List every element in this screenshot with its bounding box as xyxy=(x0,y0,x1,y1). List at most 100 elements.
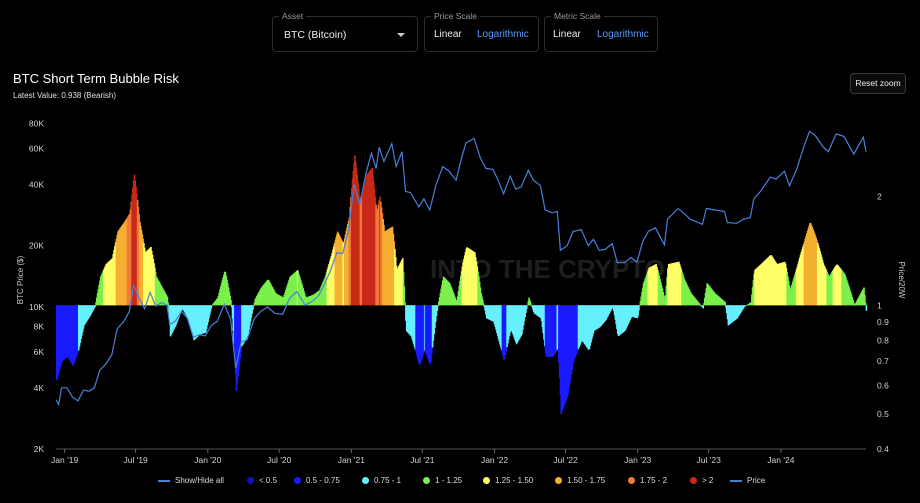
risk-bar xyxy=(166,296,169,306)
y2-axis-title: Price/20W xyxy=(897,262,906,299)
legend-label: 0.5 - 0.75 xyxy=(306,476,340,485)
metric-scale-logarithmic-button[interactable]: Logarithmic xyxy=(597,29,649,40)
line-swatch-icon xyxy=(158,479,170,482)
legend-show-hide-all[interactable]: Show/Hide all xyxy=(158,476,224,485)
y-tick-label: 20K xyxy=(29,241,44,251)
legend-label: 0.75 - 1 xyxy=(374,476,402,485)
x-tick-label: Jan '24 xyxy=(767,455,794,465)
risk-bar xyxy=(530,304,533,306)
x-tick-label: Jan '23 xyxy=(624,455,651,465)
risk-bar xyxy=(853,302,855,306)
risk-bar xyxy=(699,304,701,306)
risk-bar xyxy=(864,302,867,306)
legend-item[interactable]: 1.50 - 1.75 xyxy=(555,476,605,485)
bubble-risk-chart[interactable]: INTO THE CRYPTO 2K4K6K8K10K20K40K60K80K0… xyxy=(0,0,920,475)
metric-scale-label: Metric Scale xyxy=(551,11,604,21)
y-tick-label: 80K xyxy=(29,118,44,128)
legend-item[interactable]: 1.75 - 2 xyxy=(628,476,667,485)
price-scale-logarithmic-button[interactable]: Logarithmic xyxy=(477,29,529,40)
risk-bar xyxy=(230,299,232,306)
y-tick-label: 40K xyxy=(29,180,44,190)
price-series xyxy=(55,130,867,407)
risk-bar xyxy=(210,305,213,309)
legend-item[interactable]: 0.5 - 0.75 xyxy=(294,476,340,485)
risk-bar xyxy=(526,305,529,306)
dot-swatch-icon xyxy=(690,477,697,484)
risk-bar xyxy=(724,302,726,306)
price-scale-label: Price Scale xyxy=(431,11,480,21)
legend-label: 1 - 1.25 xyxy=(435,476,463,485)
risk-bar xyxy=(638,305,641,306)
reset-zoom-button[interactable]: Reset zoom xyxy=(850,73,906,94)
price-scale-linear-button[interactable]: Linear xyxy=(434,29,462,40)
y2-tick-label: 0.9 xyxy=(877,317,889,327)
risk-bar xyxy=(525,305,527,313)
asset-label: Asset xyxy=(279,11,307,21)
legend-label: 1.25 - 1.50 xyxy=(495,476,534,485)
dot-swatch-icon xyxy=(555,477,562,484)
legend-item[interactable]: 1 - 1.25 xyxy=(423,476,462,485)
y-tick-label: 8K xyxy=(34,322,45,332)
x-tick-label: Jul '20 xyxy=(267,455,292,465)
risk-bar xyxy=(211,305,213,306)
y2-tick-label: 0.7 xyxy=(877,356,889,366)
legend: Show/Hide all < 0.5 0.5 - 0.75 0.75 - 1 1 - … xyxy=(0,476,920,490)
risk-bar xyxy=(745,305,748,306)
risk-bar xyxy=(482,303,485,306)
x-tick-label: Jan '22 xyxy=(481,455,508,465)
chevron-down-icon xyxy=(397,33,405,37)
dot-swatch-icon xyxy=(628,477,635,484)
risk-bar xyxy=(167,302,169,306)
y-axis-title: BTC Price ($) xyxy=(16,255,25,304)
y2-tick-label: 0.4 xyxy=(877,444,889,454)
y-tick-label: 10K xyxy=(29,302,44,312)
asset-select[interactable]: Asset BTC (Bitcoin) xyxy=(272,11,418,52)
y2-tick-label: 0.5 xyxy=(877,409,889,419)
risk-bar xyxy=(864,294,866,306)
x-tick-label: Jan '21 xyxy=(338,455,365,465)
y-tick-label: 60K xyxy=(29,144,44,154)
risk-bar xyxy=(865,305,868,311)
x-tick-label: Jul '22 xyxy=(553,455,578,465)
legend-item[interactable]: 1.25 - 1.50 xyxy=(483,476,533,485)
x-tick-label: Jan '19 xyxy=(51,455,78,465)
x-tick-label: Jul '19 xyxy=(123,455,148,465)
legend-label: < 0.5 xyxy=(259,476,278,485)
y2-tick-label: 1 xyxy=(877,300,882,310)
price-line xyxy=(55,130,867,407)
dot-swatch-icon xyxy=(423,477,430,484)
x-tick-label: Jul '21 xyxy=(410,455,435,465)
legend-item[interactable]: < 0.5 xyxy=(247,476,277,485)
risk-bar xyxy=(529,302,532,306)
risk-bar xyxy=(94,305,97,307)
risk-bar xyxy=(481,299,484,306)
axes: 2K 4K 6K 8K 10K 20K 40K 60K 80K 0.4 0.5 0.6 0.7 0.8 0.… xyxy=(29,118,889,465)
y-tick-label: 4K xyxy=(34,383,45,393)
risk-bar xyxy=(252,305,254,310)
dot-swatch-icon xyxy=(294,477,301,484)
risk-bar xyxy=(404,302,406,306)
line-swatch-icon xyxy=(730,479,742,482)
asset-value: BTC (Bitcoin) xyxy=(284,29,347,41)
chart-subtitle: Latest Value: 0.938 (Bearish) xyxy=(13,91,117,100)
dot-swatch-icon xyxy=(483,477,490,484)
legend-item[interactable]: > 2 xyxy=(690,476,713,485)
y2-tick-label: 2 xyxy=(877,192,882,202)
metric-scale-linear-button[interactable]: Linear xyxy=(553,29,581,40)
legend-item-price[interactable]: Price xyxy=(730,476,765,485)
legend-item[interactable]: 0.75 - 1 xyxy=(362,476,401,485)
risk-bar xyxy=(403,286,406,306)
risk-bar xyxy=(525,305,528,309)
legend-label: Show/Hide all xyxy=(175,476,224,485)
risk-bar xyxy=(698,303,701,306)
risk-bar xyxy=(853,305,856,306)
y2-tick-label: 0.6 xyxy=(877,380,889,390)
risk-bar xyxy=(702,305,705,309)
legend-label: Price xyxy=(747,476,766,485)
dot-swatch-icon xyxy=(362,477,369,484)
x-tick-label: Jan '20 xyxy=(194,455,221,465)
x-tick-label: Jul '23 xyxy=(697,455,722,465)
risk-bar xyxy=(638,305,640,311)
risk-bar xyxy=(437,305,439,307)
chart-title: BTC Short Term Bubble Risk xyxy=(13,71,179,86)
